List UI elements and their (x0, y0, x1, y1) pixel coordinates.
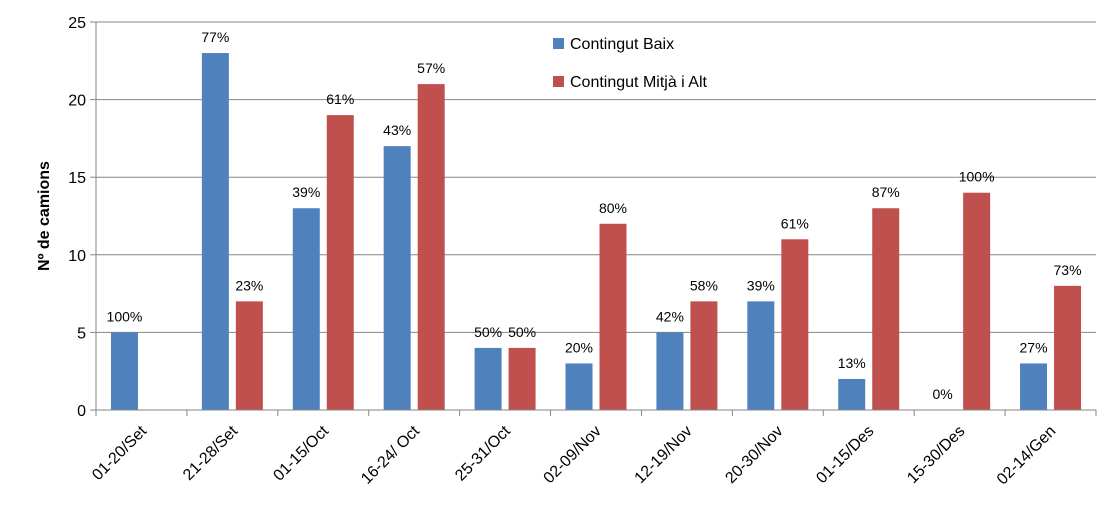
bar-baix (565, 363, 593, 410)
x-tick-label: 16-24/ Oct (358, 422, 423, 487)
data-label: 100% (959, 169, 995, 185)
legend: Contingut Baix Contingut Mitjà i Alt (553, 36, 708, 91)
bar-baix (474, 347, 502, 410)
bar-baix (383, 146, 411, 410)
data-label: 73% (1054, 262, 1082, 278)
bar-baix (838, 378, 866, 410)
y-tick-label: 25 (68, 15, 86, 32)
bar-baix (747, 301, 775, 410)
data-label: 23% (235, 277, 263, 293)
data-label: 20% (565, 339, 593, 355)
x-tick-label: 21-28/Set (180, 422, 241, 483)
data-label: 61% (781, 215, 809, 231)
data-label: 39% (747, 277, 775, 293)
legend-label: Contingut Baix (570, 36, 674, 53)
data-label: 61% (326, 91, 354, 107)
y-tick-label: 5 (77, 325, 86, 342)
y-tick-label: 0 (77, 403, 86, 420)
y-axis-label: Nº de camions (36, 161, 53, 271)
axes (95, 22, 1096, 411)
grid-lines (96, 21, 1096, 333)
bar-baix (201, 53, 229, 410)
y-tick-label: 10 (68, 248, 86, 265)
data-label: 58% (690, 277, 718, 293)
data-label: 0% (933, 386, 953, 402)
x-tick-label: 20-30/Nov (722, 423, 786, 487)
legend-swatch (553, 38, 564, 49)
bar-baix (656, 332, 684, 410)
data-label: 100% (107, 308, 143, 324)
bar-mitja-alt (963, 192, 991, 410)
y-axis-ticks: 0 5 10 15 20 25 (68, 15, 96, 420)
bar-mitja-alt (326, 115, 354, 411)
x-tick-label: 12-19/Nov (632, 423, 696, 487)
bar-mitja-alt (690, 301, 718, 410)
x-tick-label: 02-14/Gen (994, 423, 1059, 488)
data-label: 13% (838, 355, 866, 371)
data-label: 27% (1020, 339, 1048, 355)
data-label: 77% (201, 29, 229, 45)
y-tick-label: 15 (68, 170, 86, 187)
x-axis-ticks: 01-20/Set 21-28/Set 01-15/Oct 16-24/ Oct 25-… (89, 410, 1097, 488)
data-label: 42% (656, 308, 684, 324)
data-label: 50% (474, 324, 502, 340)
bars (110, 53, 1082, 411)
y-tick-label: 20 (68, 93, 86, 110)
bar-mitja-alt (781, 239, 809, 410)
x-tick-label: 01-20/Set (89, 422, 150, 483)
bar-baix (110, 332, 138, 410)
bar-mitja-alt (872, 208, 900, 410)
data-label: 50% (508, 324, 536, 340)
x-tick-label: 02-09/Nov (541, 423, 605, 487)
bar-mitja-alt (508, 347, 536, 410)
data-label: 57% (417, 60, 445, 76)
data-label: 80% (599, 200, 627, 216)
data-label: 43% (383, 122, 411, 138)
x-tick-label: 25-31/Oct (452, 422, 514, 484)
bar-baix (1020, 363, 1048, 410)
x-tick-label: 01-15/Oct (270, 422, 332, 484)
bar-mitja-alt (417, 84, 445, 410)
x-tick-label: 15-30/Des (904, 423, 968, 487)
data-labels: 100% 77% 39% 43% 50% 20% 42% 39% 13% 0% 27% 23% 61% 5… (107, 29, 1082, 402)
bar-mitja-alt (599, 223, 627, 410)
legend-swatch (553, 76, 564, 87)
bar-baix (292, 208, 320, 410)
x-tick-label: 01-15/Des (813, 423, 877, 487)
bar-mitja-alt (1054, 285, 1082, 410)
data-label: 87% (872, 184, 900, 200)
legend-label: Contingut Mitjà i Alt (570, 74, 708, 91)
data-label: 39% (292, 184, 320, 200)
bar-mitja-alt (235, 301, 263, 410)
